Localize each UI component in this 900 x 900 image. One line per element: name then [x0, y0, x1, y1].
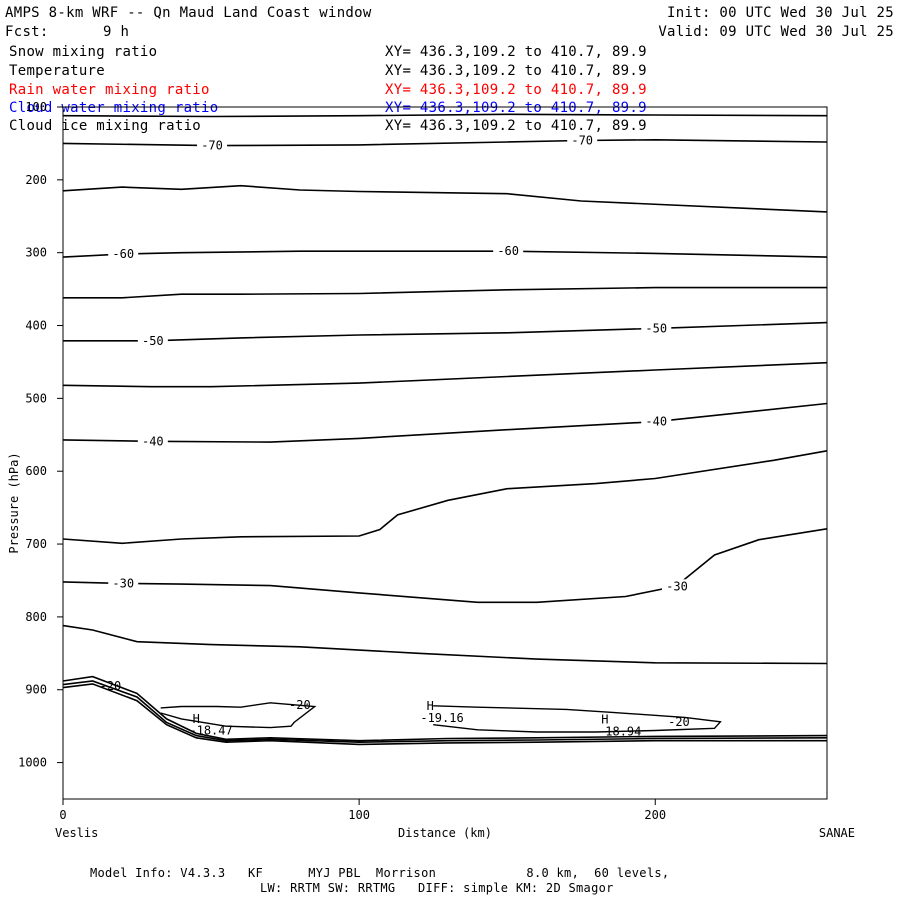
- contour-line: [63, 321, 828, 342]
- contour-label-bg: [137, 434, 168, 448]
- contour-line: [62, 528, 828, 604]
- max-annotation: H: [427, 699, 434, 713]
- low-level-contour: [62, 680, 828, 744]
- field-xy-rain: XY= 436.3,109.2 to 410.7, 89.9: [385, 82, 647, 98]
- contour-label-bg: [108, 576, 139, 590]
- field-name-snow: Snow mixing ratio: [9, 44, 158, 60]
- max-annotation: H: [601, 713, 608, 727]
- x-axis-label: Distance (km): [398, 826, 492, 840]
- endpoint-right-label: SANAE: [819, 826, 855, 840]
- y-tick-label: 500: [25, 391, 47, 405]
- contour-label-bg: [197, 138, 228, 152]
- contour-line: [62, 402, 828, 443]
- y-tick-label: 400: [25, 319, 47, 333]
- y-tick-label: 900: [25, 683, 47, 697]
- minus20-contour: [433, 705, 722, 733]
- max-annotation: -19.16: [420, 711, 463, 725]
- field-xy-cloud-ice: XY= 436.3,109.2 to 410.7, 89.9: [385, 118, 647, 134]
- contour-line: [62, 184, 828, 213]
- contour-label: -60: [497, 244, 519, 258]
- contour-label-bg: [661, 579, 692, 593]
- field-name-temperature: Temperature: [9, 63, 106, 79]
- field-name-rain: Rain water mixing ratio: [9, 82, 210, 98]
- field-xy-cloud-water: XY= 436.3,109.2 to 410.7, 89.9: [385, 100, 647, 116]
- y-tick-label: 100: [25, 100, 47, 114]
- contour-line: [62, 624, 828, 665]
- x-tick-label: 200: [644, 808, 666, 822]
- contour-label-bg: [641, 321, 672, 335]
- y-tick-label: 1000: [18, 756, 47, 770]
- y-tick-label: 800: [25, 610, 47, 624]
- init-time: Init: 00 UTC Wed 30 Jul 25: [667, 5, 894, 21]
- contour-label: -70: [201, 139, 223, 153]
- contour-label-bg: [567, 133, 598, 147]
- contour-line: [62, 450, 828, 545]
- x-tick-label: 0: [59, 808, 66, 822]
- model-info-line2: LW: RRTM SW: RRTMG DIFF: simple KM: 2D S…: [260, 881, 614, 895]
- low-level-contour: [62, 675, 828, 742]
- y-tick-label: 300: [25, 246, 47, 260]
- y-tick-label: 600: [25, 464, 47, 478]
- forecast-hour: 9 h: [103, 24, 130, 40]
- contour-line: [62, 138, 828, 147]
- contour-label: -40: [142, 434, 164, 448]
- plot-frame: [62, 106, 828, 800]
- contour-label-bg: [108, 247, 139, 261]
- contour-line: [63, 286, 827, 299]
- valid-time: Valid: 09 UTC Wed 30 Jul 25: [658, 24, 894, 40]
- max-annotation: -18.47: [189, 724, 232, 738]
- y-axis-label: Pressure (hPa): [7, 452, 21, 553]
- contour-label: -20: [668, 715, 690, 729]
- contour-label: -60: [112, 247, 134, 261]
- y-tick-label: 200: [25, 173, 47, 187]
- contour-label-bg: [641, 414, 672, 428]
- y-tick-label: 700: [25, 537, 47, 551]
- contour-line: [62, 361, 828, 388]
- contour-label: -70: [571, 134, 593, 148]
- minus20-contour: [160, 702, 317, 729]
- contour-label: -50: [645, 321, 667, 335]
- chart-title: AMPS 8-km WRF -- Qn Maud Land Coast wind…: [5, 5, 372, 21]
- endpoint-left-label: Veslis: [55, 826, 98, 840]
- contour-line: [62, 250, 828, 258]
- max-annotation: H: [193, 712, 200, 726]
- low-level-contour: [62, 683, 827, 746]
- contour-label: -50: [142, 334, 164, 348]
- contour-label: -20: [289, 698, 311, 712]
- contour-label-bg: [137, 333, 168, 347]
- contour-label: -30: [666, 579, 688, 593]
- forecast-label: Fcst:: [5, 24, 49, 40]
- model-info-line1: Model Info: V4.3.3 KF MYJ PBL Morrison 8…: [90, 866, 670, 880]
- contour-label: -30: [112, 576, 134, 590]
- field-name-cloud-water: Cloud water mixing ratio: [9, 100, 219, 116]
- field-xy-snow: XY= 436.3,109.2 to 410.7, 89.9: [385, 44, 647, 60]
- contour-label-bg: [493, 244, 524, 258]
- field-xy-temperature: XY= 436.3,109.2 to 410.7, 89.9: [385, 63, 647, 79]
- max-annotation: -18.94: [598, 724, 641, 738]
- contour-label: -20: [100, 679, 122, 693]
- contour-line: [62, 113, 828, 118]
- x-tick-label: 100: [348, 808, 370, 822]
- field-name-cloud-ice: Cloud ice mixing ratio: [9, 118, 202, 134]
- contour-label: -40: [645, 415, 667, 429]
